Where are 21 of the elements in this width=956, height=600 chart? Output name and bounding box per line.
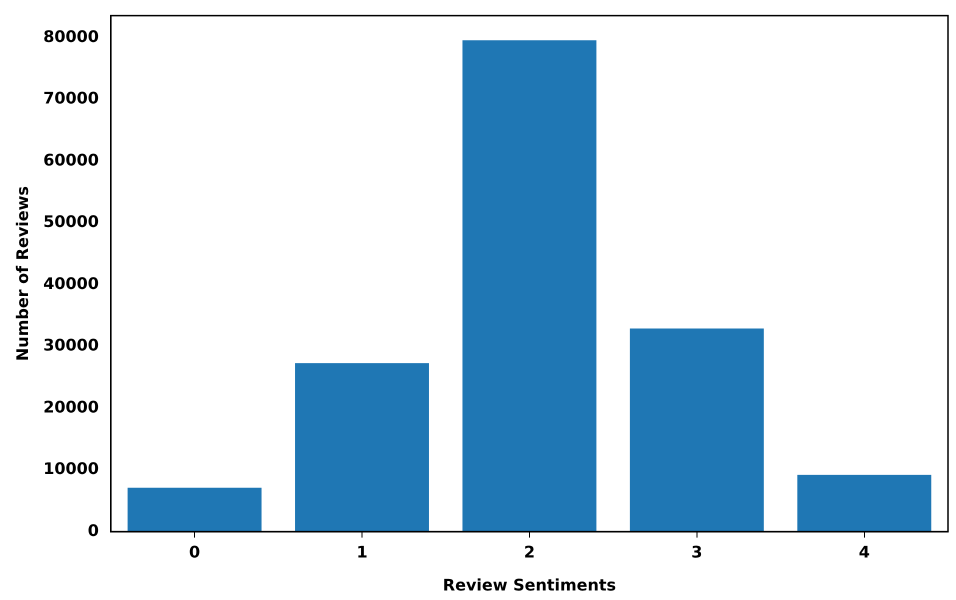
y-tick-label: 70000 bbox=[43, 88, 99, 108]
bar bbox=[128, 488, 262, 532]
y-tick-label: 30000 bbox=[43, 336, 99, 355]
x-tick-label: 4 bbox=[858, 542, 870, 562]
y-tick-label: 0 bbox=[88, 520, 99, 540]
x-tick-label: 1 bbox=[356, 542, 368, 562]
y-tick-label: 80000 bbox=[43, 26, 99, 46]
bar bbox=[295, 363, 429, 532]
x-tick-label: 3 bbox=[691, 542, 702, 562]
y-tick-label: 40000 bbox=[43, 274, 99, 293]
y-tick-label: 20000 bbox=[43, 397, 99, 416]
y-axis-title: Number of Reviews bbox=[12, 186, 32, 362]
y-tick-label: 60000 bbox=[43, 150, 99, 170]
bar bbox=[797, 474, 932, 532]
y-tick-label: 50000 bbox=[43, 212, 99, 232]
x-tick-label: 0 bbox=[189, 542, 200, 562]
bar bbox=[630, 328, 764, 532]
y-tick-label: 10000 bbox=[43, 459, 99, 478]
x-axis-title: Review Sentiments bbox=[442, 576, 616, 595]
x-tick-label: 2 bbox=[524, 542, 535, 562]
bar bbox=[462, 40, 596, 532]
